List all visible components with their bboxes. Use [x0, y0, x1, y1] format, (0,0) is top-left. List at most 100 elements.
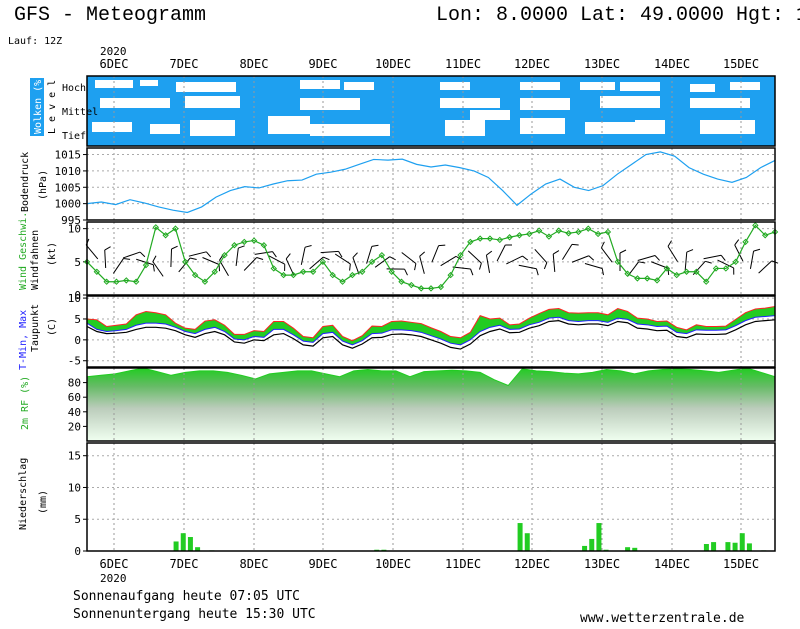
wind-barb-staff	[497, 245, 505, 261]
wind-barb	[530, 249, 549, 269]
wind-barb	[301, 244, 311, 266]
wind-barb	[666, 241, 682, 262]
wind-barb-feather	[305, 244, 311, 248]
wind-barb-feather	[477, 263, 483, 269]
wind-barb-staff	[759, 261, 772, 273]
wind-barb-feather	[705, 259, 711, 265]
date-label-top: 11DEC	[445, 57, 481, 71]
y-tick-label: 10	[68, 223, 81, 236]
date-label-bottom: 15DEC	[723, 557, 759, 571]
sunrise-text: Sonnenaufgang heute 07:05 UTC	[73, 589, 300, 604]
y-tick-label: 10	[68, 481, 81, 494]
precip-bar	[596, 523, 601, 551]
y-tick-label: 1010	[55, 165, 82, 178]
wind-barb-feather	[535, 269, 539, 275]
date-label-top: 10DEC	[375, 57, 411, 71]
wind-barb-staff	[255, 252, 273, 255]
precip-axis-labels: Niederschlag (mm)	[18, 458, 49, 530]
wind-barb-staff	[735, 245, 743, 261]
wind-barb	[189, 251, 211, 262]
precip-bar	[747, 543, 752, 551]
wind-barb-feather	[687, 249, 693, 253]
temp-unit: (C)	[47, 318, 58, 336]
wind-barb-feather	[172, 246, 178, 249]
cloud-clear-patch	[700, 120, 755, 134]
cloud-clear-patch	[600, 96, 660, 108]
wind-barb	[704, 255, 726, 265]
wind-barb-staff	[441, 256, 456, 265]
cloud-clear-patch	[580, 82, 615, 90]
precip-bar	[582, 546, 587, 551]
wind-barb	[441, 255, 462, 271]
date-label-bottom: 8DEC	[240, 557, 269, 571]
wind-barb-staff	[468, 251, 481, 263]
cloud-clear-patch	[300, 80, 340, 89]
wind-barb-feather	[206, 251, 210, 258]
date-label-top: 13DEC	[584, 57, 620, 71]
date-label-bottom: 12DEC	[514, 557, 550, 571]
cloud-level-mid: Mittel	[62, 107, 98, 118]
wind-barb-staff	[486, 255, 489, 273]
date-label-bottom: 13DEC	[584, 557, 620, 571]
y-tick-label: 40	[68, 406, 81, 419]
precip-bar	[589, 539, 594, 551]
wind-barb-staff	[420, 256, 425, 273]
precip-bar	[725, 542, 730, 551]
y-tick-label: -5	[68, 355, 81, 368]
wind-barb-feather	[404, 269, 407, 275]
wind-barb	[171, 246, 178, 267]
wind-barb	[750, 248, 760, 270]
wind-barb-feather	[589, 255, 594, 262]
precip-bar	[740, 533, 745, 551]
wind-barb-staff	[704, 255, 722, 258]
wind-barb-staff	[86, 245, 98, 259]
wind-barb-staff	[367, 246, 372, 263]
wind-barb-staff	[432, 246, 439, 263]
cloud-clear-patch	[440, 98, 500, 108]
wind-barb-feather	[733, 240, 740, 245]
y-tick-label: 1015	[55, 149, 82, 162]
wind-barb-staff	[335, 254, 350, 264]
wind-barb-staff	[562, 244, 572, 259]
page-title: GFS - Meteogramm	[14, 4, 206, 27]
wind-barb-feather	[190, 256, 197, 262]
wind-barb	[332, 254, 353, 270]
date-label-top: 15DEC	[723, 57, 759, 71]
precip-unit: (mm)	[38, 490, 49, 514]
wind-barb-feather	[151, 256, 158, 262]
location-info: Lon: 8.0000 Lat: 49.0000 Hgt: 18	[436, 4, 800, 27]
cloud-clear-patch	[92, 122, 132, 132]
wind-barb-feather	[372, 244, 379, 249]
date-label-bottom: 10DEC	[375, 557, 411, 571]
wind-barb-feather	[721, 255, 725, 261]
wind-barb	[464, 251, 483, 270]
cloud-clear-patch	[730, 82, 760, 90]
wind-barb-feather	[522, 255, 527, 262]
wind-barb-staff	[353, 258, 359, 275]
wind-barb-feather	[352, 253, 359, 258]
pressure-ylabel: Bodendruck	[20, 152, 31, 212]
wind-barb	[419, 252, 430, 274]
wind-barb-feather	[505, 242, 512, 247]
cloud-clear-patch	[176, 82, 236, 92]
wind-barb-feather	[238, 245, 244, 249]
wind-barb	[113, 256, 130, 277]
wind-barb-staff	[236, 248, 238, 266]
temp-ylabel2: Taupunkt	[30, 304, 41, 352]
cloud-level-high: Hoch	[62, 83, 86, 94]
wind-barb	[310, 255, 330, 273]
wind-barb-staff	[171, 249, 172, 267]
precip-bar	[174, 541, 179, 551]
y-tick-label: 0	[74, 334, 81, 347]
cloud-clear-patch	[185, 96, 240, 108]
wind-barb-feather	[600, 242, 607, 248]
wind-barb	[562, 242, 578, 263]
wind-barb	[255, 251, 277, 260]
y-tick-label: 15	[68, 450, 81, 463]
cloud-clear-patch	[440, 82, 470, 90]
date-label-top: 7DEC	[170, 57, 199, 71]
date-label-top: 6DEC	[100, 57, 129, 71]
